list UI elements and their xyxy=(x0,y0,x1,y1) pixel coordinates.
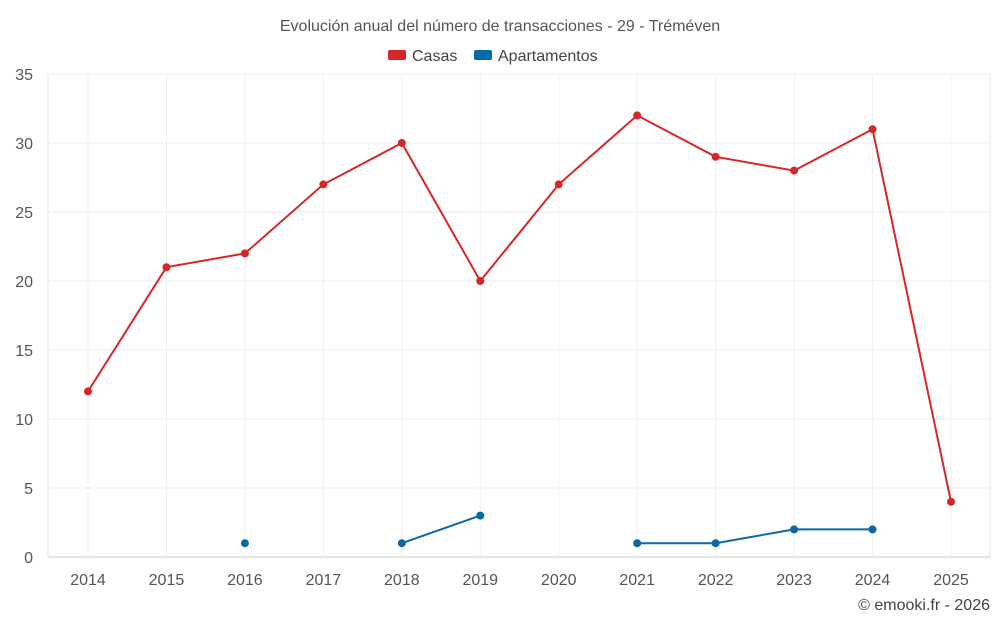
x-tick-label: 2015 xyxy=(149,572,185,589)
data-point-apartamentos xyxy=(476,511,485,520)
data-point-casas xyxy=(554,180,563,189)
chart-title: Evolución anual del número de transaccio… xyxy=(280,18,720,35)
y-tick-label: 5 xyxy=(24,481,33,498)
data-point-casas xyxy=(633,111,642,120)
x-tick-label: 2016 xyxy=(227,572,263,589)
x-tick-label: 2021 xyxy=(619,572,655,589)
data-point-casas xyxy=(868,125,877,134)
x-tick-label: 2024 xyxy=(855,572,891,589)
legend-swatch-casas xyxy=(388,50,406,60)
x-tick-label: 2019 xyxy=(462,572,498,589)
legend-swatch-apartamentos xyxy=(474,50,492,60)
data-point-casas xyxy=(84,387,92,396)
series-line-casas xyxy=(87,114,952,503)
legend-label-casas: Casas xyxy=(412,48,457,65)
y-tick-label: 15 xyxy=(15,343,33,360)
x-tick-label: 2023 xyxy=(776,572,812,589)
y-tick-label: 0 xyxy=(24,550,33,567)
data-point-apartamentos xyxy=(790,525,799,534)
credit-text: © emooki.fr - 2026 xyxy=(858,597,990,614)
data-point-casas xyxy=(240,249,249,258)
x-tick-label: 2017 xyxy=(306,572,342,589)
y-tick-label: 20 xyxy=(15,274,33,291)
x-tick-label: 2014 xyxy=(70,572,106,589)
data-point-apartamentos xyxy=(633,539,642,548)
data-point-apartamentos xyxy=(711,539,720,548)
legend: Casas Apartamentos xyxy=(388,48,598,65)
y-tick-label: 10 xyxy=(15,412,33,429)
series-line-apartamentos xyxy=(401,514,481,545)
data-point-casas xyxy=(162,263,171,272)
data-point-apartamentos xyxy=(868,525,877,534)
grid xyxy=(47,73,991,558)
x-tick-label: 2020 xyxy=(541,572,577,589)
y-tick-label: 25 xyxy=(15,205,33,222)
data-point-casas xyxy=(397,139,406,147)
series-line-apartamentos xyxy=(637,528,873,545)
x-tick-label: 2022 xyxy=(698,572,734,589)
y-tick-label: 35 xyxy=(15,67,33,84)
data-point-apartamentos xyxy=(240,539,249,548)
data-point-casas xyxy=(476,277,485,285)
series-layer xyxy=(84,111,955,548)
data-point-casas xyxy=(790,166,799,175)
x-tick-label: 2018 xyxy=(384,572,420,589)
data-point-casas xyxy=(947,497,955,506)
data-point-casas xyxy=(711,152,720,161)
data-point-casas xyxy=(319,180,328,189)
data-point-apartamentos xyxy=(397,539,406,548)
y-tick-label: 30 xyxy=(15,136,33,153)
x-tick-label: 2025 xyxy=(933,572,969,589)
legend-label-apartamentos: Apartamentos xyxy=(498,48,598,65)
